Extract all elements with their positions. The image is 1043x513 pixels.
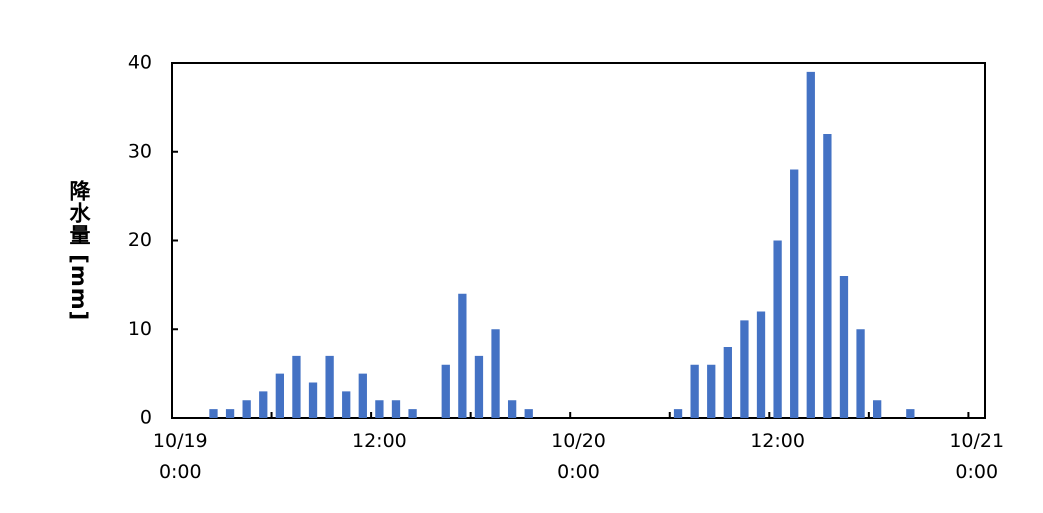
bar xyxy=(242,400,251,418)
y-tick-label: 10 xyxy=(128,318,152,340)
y-tick-label: 20 xyxy=(128,229,152,251)
bar xyxy=(308,382,318,418)
y-tick-label: 40 xyxy=(128,52,152,74)
bar xyxy=(225,409,235,418)
bar xyxy=(524,409,533,418)
y-tick-label: 0 xyxy=(140,407,152,429)
bar xyxy=(673,409,683,418)
bar xyxy=(873,400,882,418)
bar xyxy=(707,364,716,418)
x-tick-label: 12:00 xyxy=(750,430,805,452)
bar xyxy=(375,400,384,418)
bar xyxy=(474,355,484,418)
x-tick-label: 12:00 xyxy=(352,430,407,452)
bar xyxy=(856,329,865,418)
bar xyxy=(441,364,450,418)
bar xyxy=(773,240,782,418)
x-tick-label: 10/21 0:00 xyxy=(949,430,1005,483)
bar xyxy=(292,355,301,418)
bar xyxy=(806,71,815,418)
bar xyxy=(342,391,351,418)
bar xyxy=(458,293,467,418)
bar xyxy=(325,355,334,418)
bar xyxy=(906,409,915,418)
bar xyxy=(209,409,218,418)
bar xyxy=(723,347,732,418)
bar xyxy=(491,329,500,418)
x-tick-label: 10/20 0:00 xyxy=(551,430,606,483)
bar xyxy=(391,400,401,418)
x-tick-label: 10/19 0:00 xyxy=(152,430,208,483)
bar xyxy=(408,409,417,418)
bar xyxy=(823,134,832,418)
bar xyxy=(507,400,517,418)
bar xyxy=(259,391,268,418)
y-tick-label: 30 xyxy=(128,140,152,162)
bar xyxy=(275,373,284,418)
bar xyxy=(690,364,699,418)
y-axis-label: 降水量 [mm] xyxy=(67,180,91,322)
bar xyxy=(756,311,766,418)
bar xyxy=(358,373,367,418)
bar xyxy=(839,276,849,418)
bar xyxy=(790,169,799,418)
bar xyxy=(740,320,749,418)
